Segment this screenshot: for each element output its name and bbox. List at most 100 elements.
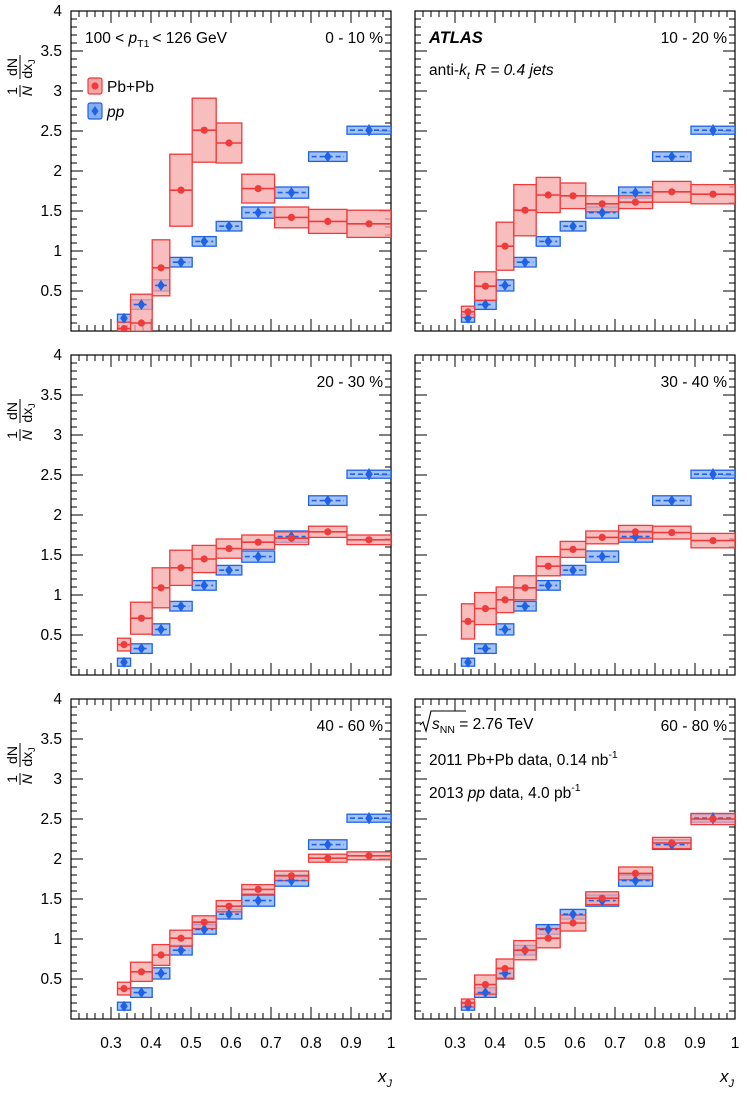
plot-data <box>460 124 735 324</box>
pbpb-point <box>631 869 640 878</box>
panel-60-80: 0.3 0.4 0.5 0.6 0.7 0.8 0.9 1 <box>414 698 739 1052</box>
y-tick-label: 3.5 <box>40 43 62 60</box>
dataset-info: sNN = 2.76 TeV 2011 Pb+Pb data, 0.14 nb-… <box>419 710 618 802</box>
pbpb-point <box>544 934 552 942</box>
x-axis-subscript: J <box>386 1078 393 1090</box>
plot-frame <box>70 10 392 332</box>
centrality-label: 20 - 30 % <box>317 374 384 391</box>
y-label-dN-text: dN <box>4 58 20 76</box>
pbpb-point <box>668 529 676 537</box>
pp-dataset-label: 2013 pp data, 4.0 pb-1 <box>429 782 581 802</box>
pp-point <box>481 643 490 655</box>
pt-symbol: p <box>128 30 138 47</box>
pp-lumi-sup: -1 <box>571 782 580 794</box>
pbpb-point <box>709 190 717 198</box>
pp-point <box>569 220 577 232</box>
pbpb-point <box>365 536 373 544</box>
x-axis-label-left: xJ <box>377 1067 393 1090</box>
pbpb-point <box>481 605 489 613</box>
pp-point <box>200 235 208 247</box>
pbpb-point <box>501 242 509 250</box>
pp-point <box>521 256 529 268</box>
x-tick-label: 0.7 <box>260 1035 282 1052</box>
pbpb-point <box>668 839 676 847</box>
pbpb-point <box>120 325 128 331</box>
pbpb-point <box>521 946 529 954</box>
pp-point <box>157 967 165 979</box>
pp-point <box>668 495 676 507</box>
pp-point <box>324 839 332 851</box>
jet-radius: R = 0.4 jets <box>475 62 554 79</box>
pp-point <box>225 220 233 232</box>
y-tick-label: 2.5 <box>40 811 62 828</box>
pp-point <box>157 623 165 635</box>
pbpb-point <box>120 985 128 993</box>
pp-point <box>365 812 373 824</box>
pp-point <box>200 579 208 591</box>
x-tick-label: 0.4 <box>484 1035 506 1052</box>
y-tick-label: 1.5 <box>40 891 62 908</box>
x-axis-symbol: x <box>377 1067 387 1086</box>
x-tick-label: 0.5 <box>524 1035 546 1052</box>
pbpb-point <box>544 191 552 199</box>
y-label-dx: dxJ <box>19 59 37 78</box>
pp-point <box>324 151 332 163</box>
atlas-label: ATLAS <box>428 29 483 47</box>
y-label-dx: dxJ <box>19 403 37 422</box>
pbpb-point <box>709 815 717 823</box>
pbpb-point <box>324 854 332 862</box>
x-tick-label: 0.7 <box>604 1035 626 1052</box>
pp-point <box>464 312 472 324</box>
pbpb-point <box>200 555 208 563</box>
y-label-dN: dN <box>4 58 20 76</box>
x-tick-label: 0.8 <box>300 1035 322 1052</box>
y-tick-label: 1 <box>53 243 62 260</box>
pbpb-point <box>501 965 509 973</box>
y-tick-label: 2 <box>53 507 62 524</box>
pp-point <box>120 312 128 324</box>
pp-point <box>569 908 577 920</box>
y-tick-label: 1 <box>53 587 62 604</box>
pp-point <box>464 656 472 668</box>
y-tick-label: 3 <box>53 83 62 100</box>
x-tick-label: 0.6 <box>220 1035 242 1052</box>
pbpb-point <box>631 198 640 206</box>
y-label-dx-text: dx <box>19 64 35 79</box>
panel-30-40 <box>414 354 736 676</box>
jet-algo-k: k <box>459 62 468 79</box>
pbpb-point <box>287 213 295 221</box>
pbpb-point <box>521 584 529 592</box>
pp-point <box>481 987 490 999</box>
y-label-sub: J <box>27 59 37 64</box>
energy-label: sNN = 2.76 TeV <box>432 716 534 736</box>
x-tick-label: 0.8 <box>644 1035 666 1052</box>
pp-point <box>569 564 577 576</box>
pbpb-point <box>324 217 332 225</box>
y-tick-label: 3.5 <box>40 387 62 404</box>
panel-20-30: 0.5 1 1.5 2 2.5 3 3.5 4 <box>40 347 392 676</box>
pbpb-dataset-label: 2011 Pb+Pb data, 0.14 nb-1 <box>429 749 618 769</box>
y-tick-label: 1 <box>53 931 62 948</box>
pt-range-lo: 100 < <box>85 30 124 47</box>
y-label-one: 1 <box>4 775 20 783</box>
x-tick-label: 0.3 <box>100 1035 122 1052</box>
pbpb-point <box>254 538 262 546</box>
centrality-label: 30 - 40 % <box>661 374 728 391</box>
y-tick-label: 2.5 <box>40 467 62 484</box>
pp-data-text: data, 4.0 pb <box>485 785 571 802</box>
x-tick-label: 1 <box>387 1035 396 1052</box>
pbpb-point <box>668 188 676 196</box>
pp-point <box>365 124 373 136</box>
pp-point <box>598 551 606 563</box>
pp-point <box>137 987 146 999</box>
pbpb-data-text: 2011 Pb+Pb data, 0.14 nb <box>429 752 608 769</box>
x-tick-label: 0.9 <box>684 1035 706 1052</box>
x-tick-label: 0.9 <box>340 1035 362 1052</box>
plot-data <box>460 468 735 668</box>
y-label-sub: J <box>27 747 37 752</box>
pbpb-point <box>598 533 606 542</box>
jet-algorithm-label: anti-kt R = 0.4 jets <box>429 62 554 82</box>
pp-point <box>521 600 529 612</box>
pp-point <box>254 207 262 219</box>
jet-algo-prefix: anti- <box>429 62 459 79</box>
